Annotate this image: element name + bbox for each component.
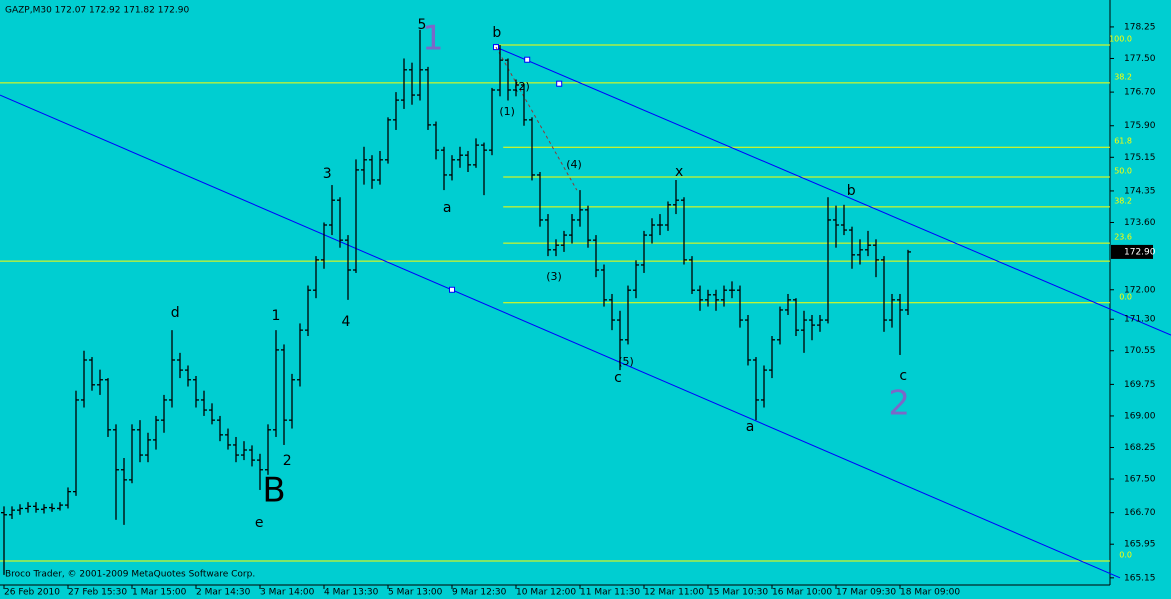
y-tick-label: 166.70 xyxy=(1124,508,1156,518)
wave-label: x xyxy=(675,164,683,180)
wave-label: (5) xyxy=(618,355,634,368)
wave-label: 5 xyxy=(418,17,427,33)
y-tick-label: 165.15 xyxy=(1124,573,1156,583)
y-tick-label: 167.50 xyxy=(1124,475,1156,485)
wave-label: c xyxy=(614,370,622,386)
wave-label: 4 xyxy=(342,314,351,330)
wave-label: 2 xyxy=(283,453,292,469)
y-tick-label: 174.35 xyxy=(1124,186,1156,196)
y-tick-label: 170.55 xyxy=(1124,346,1156,356)
wave-label: b xyxy=(847,183,856,199)
y-tick-label: 165.95 xyxy=(1124,540,1156,550)
fib-label: 23.6 xyxy=(1114,233,1132,242)
x-tick-label: 10 Mar 12:00 xyxy=(516,588,576,598)
chart-title: GAZP,M30 172.07 172.92 171.82 172.90 xyxy=(5,6,189,16)
y-tick-label: 172.00 xyxy=(1124,285,1156,295)
y-tick-label: 171.30 xyxy=(1124,315,1156,325)
fib-label: 38.2 xyxy=(1114,196,1132,205)
x-tick-label: 5 Mar 13:00 xyxy=(388,588,443,598)
y-tick-label: 168.25 xyxy=(1124,443,1156,453)
fib-label: 0.0 xyxy=(1119,292,1132,301)
wave-label: 1 xyxy=(272,308,281,324)
wave-label: (1) xyxy=(499,105,515,118)
x-tick-label: 17 Mar 09:30 xyxy=(836,588,896,598)
footer: Broco Trader, © 2001-2009 MetaQuotes Sof… xyxy=(5,570,255,580)
x-tick-label: 16 Mar 10:00 xyxy=(772,588,832,598)
fib-label: 61.8 xyxy=(1114,137,1132,146)
x-tick-label: 12 Mar 11:00 xyxy=(644,588,704,598)
fib-label: 50.0 xyxy=(1114,167,1132,176)
wave-label: b xyxy=(492,25,501,41)
trendline xyxy=(0,94,1121,579)
wave-label: 1 xyxy=(422,18,444,58)
wave-label: B xyxy=(262,471,285,511)
current-price-label: 172.90 xyxy=(1124,247,1156,257)
x-tick-label: 2 Mar 14:30 xyxy=(196,588,251,598)
x-tick-label: 9 Mar 12:30 xyxy=(452,588,507,598)
wave-label: 2 xyxy=(888,384,910,424)
wave-label: (4) xyxy=(566,158,582,171)
x-tick-label: 11 Mar 11:30 xyxy=(580,588,640,598)
wave-label: a xyxy=(443,200,452,216)
x-tick-label: 1 Mar 15:00 xyxy=(132,588,187,598)
trendline xyxy=(495,46,1171,336)
x-tick-label: 4 Mar 13:30 xyxy=(324,588,379,598)
wave-label: (3) xyxy=(546,270,562,283)
wave-label: d xyxy=(171,305,180,321)
y-tick-label: 173.60 xyxy=(1124,218,1156,228)
wave-label: e xyxy=(255,515,264,531)
x-tick-label: 15 Mar 10:30 xyxy=(708,588,768,598)
fib-label: 100.0 xyxy=(1109,35,1132,44)
wave-label: 3 xyxy=(323,166,332,182)
trendline-handle xyxy=(449,286,455,293)
y-tick-label: 169.00 xyxy=(1124,411,1156,421)
fib-label: 38.2 xyxy=(1114,72,1132,81)
y-tick-label: 178.25 xyxy=(1124,22,1156,32)
wave-label: (2) xyxy=(514,80,530,93)
y-tick-label: 169.75 xyxy=(1124,380,1156,390)
y-tick-label: 176.70 xyxy=(1124,88,1156,98)
current-price-box xyxy=(1111,244,1153,259)
wave-label: c xyxy=(899,368,907,384)
x-tick-label: 26 Feb 2010 xyxy=(4,588,60,598)
x-tick-label: 3 Mar 14:00 xyxy=(260,588,315,598)
y-tick-label: 175.15 xyxy=(1124,153,1156,163)
fib-label: 0.0 xyxy=(1119,551,1132,560)
y-tick-label: 175.90 xyxy=(1124,121,1156,131)
trendline-handle xyxy=(524,56,531,63)
wave-label: a xyxy=(746,419,755,435)
x-tick-label: 18 Mar 09:00 xyxy=(900,588,960,598)
x-tick-label: 27 Feb 15:30 xyxy=(68,588,127,598)
trendline-handle xyxy=(556,80,563,87)
y-tick-label: 177.50 xyxy=(1124,54,1156,64)
